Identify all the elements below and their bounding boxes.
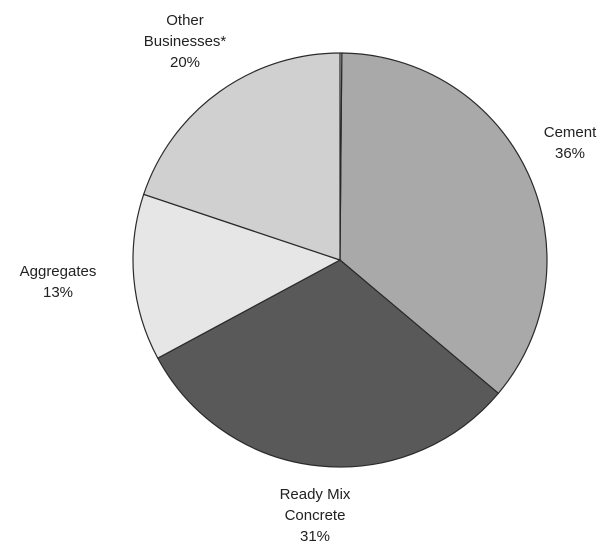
slice-label-aggregates: Aggregates 13% — [20, 263, 97, 301]
slice-value-label: 20% — [170, 54, 200, 71]
slice-name-line: Aggregates — [20, 263, 97, 280]
slice-name-line: Cement — [544, 124, 597, 141]
pie-slice-aggregates — [132, 193, 342, 359]
slice-label-other-businesses: Other Businesses* 20% — [144, 12, 227, 71]
slices-layer — [132, 52, 548, 468]
slice-value-label: 36% — [555, 145, 585, 162]
slice-label-cement: Cement 36% — [544, 124, 597, 162]
slice-label-ready-mix-concrete: Ready Mix Concrete 31% — [280, 486, 351, 545]
slice-name-line: Businesses* — [144, 33, 227, 50]
pie-slice-other-businesses — [142, 52, 343, 261]
labels-layer: Cement 36% Ready Mix Concrete 31% Aggregates 1… — [20, 12, 597, 545]
pie-slice-cement — [339, 52, 548, 395]
slice-name-line: Other — [166, 12, 204, 29]
slice-value-label: 31% — [300, 528, 330, 545]
slice-name-line: Concrete — [285, 507, 346, 524]
slice-name-line: Ready Mix — [280, 486, 351, 503]
slice-value-label: 13% — [43, 284, 73, 301]
pie-slice-ready-mix-concrete — [156, 259, 500, 468]
